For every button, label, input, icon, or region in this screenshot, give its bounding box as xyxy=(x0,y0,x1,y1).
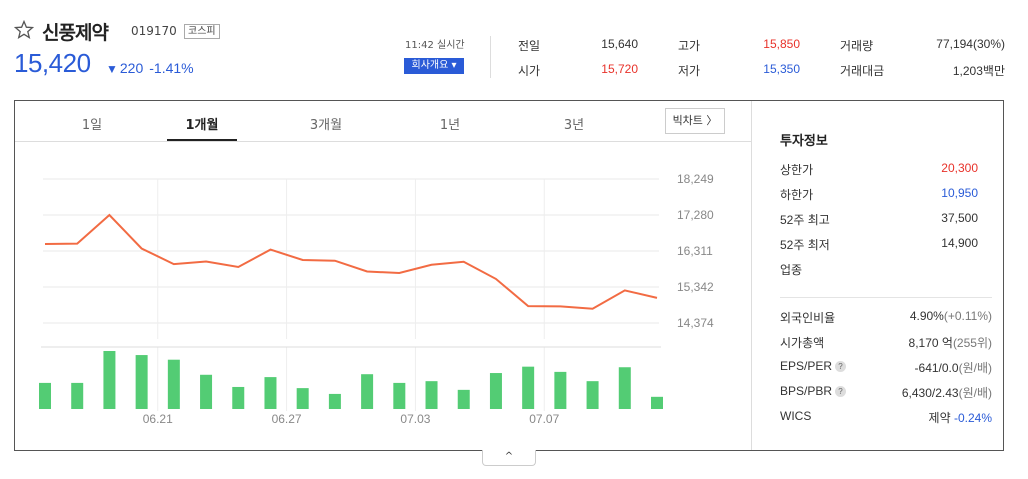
tab-3year[interactable]: 3년 xyxy=(563,118,585,133)
panel-divider xyxy=(751,101,752,450)
date-tick-label: 07.07 xyxy=(529,412,559,426)
stock-code: 019170 xyxy=(131,24,177,38)
price-tick-label: 15,342 xyxy=(677,280,714,294)
date-tick-label: 06.27 xyxy=(272,412,302,426)
volume-bar xyxy=(393,382,406,409)
tab-1day[interactable]: 1일 xyxy=(81,118,103,133)
volume-bar xyxy=(328,393,341,409)
stock-header: 신풍제약 019170 코스피 15,420 ▼ 220 -1.41% 11:42 … xyxy=(0,0,1028,100)
volume-bar xyxy=(264,377,277,409)
info-label: 52주 최저 xyxy=(780,238,830,252)
quote-label-trade-value: 거래대금 xyxy=(840,64,885,78)
info-value: 20,300 xyxy=(941,161,978,175)
quote-value-high: 15,850 xyxy=(763,37,800,51)
info-label: BPS/PBR? xyxy=(780,384,847,398)
volume-bar xyxy=(296,388,309,409)
info-value: 4.90%(+0.11%) xyxy=(909,309,992,323)
realtime-label: 11:42 실시간 xyxy=(405,40,465,51)
tab-1year[interactable]: 1년 xyxy=(439,118,461,133)
tab-3month[interactable]: 3개월 xyxy=(309,118,343,133)
price-tick-label: 17,280 xyxy=(677,208,714,222)
change-amount: 220 xyxy=(119,60,144,76)
help-icon[interactable]: ? xyxy=(835,361,847,372)
volume-bar xyxy=(361,374,374,409)
volume-bar xyxy=(489,373,502,409)
info-value: 10,950 xyxy=(941,186,978,200)
quote-value-prev: 15,640 xyxy=(601,37,638,51)
stock-name: 신풍제약 xyxy=(42,22,109,44)
info-title: 투자정보 xyxy=(780,134,828,149)
quote-value-trade-value: 1,203백만 xyxy=(952,64,1005,78)
info-separator xyxy=(780,297,992,298)
market-badge: 코스피 xyxy=(184,24,220,39)
quote-value-volume: 77,194(30%) xyxy=(936,37,1005,51)
company-overview-button[interactable]: 회사개요 ▾ xyxy=(404,58,464,74)
current-price: 15,420 xyxy=(14,48,91,78)
down-arrow-icon: ▼ xyxy=(106,62,118,76)
quote-label-high: 고가 xyxy=(678,39,701,53)
info-label: 하한가 xyxy=(780,188,814,202)
info-label: 52주 최고 xyxy=(780,213,830,227)
info-value: 14,900 xyxy=(941,236,978,250)
help-icon[interactable]: ? xyxy=(835,386,847,397)
bigchart-button[interactable]: 빅차트 〉 xyxy=(665,108,725,134)
quote-value-open: 15,720 xyxy=(601,62,638,76)
volume-bar xyxy=(457,389,470,409)
info-label: 시가총액 xyxy=(780,336,825,350)
info-value: 8,170 억(255위) xyxy=(908,336,992,350)
info-label: WICS xyxy=(780,409,812,423)
active-tab-underline xyxy=(167,139,237,141)
price-tick-label: 14,374 xyxy=(677,316,714,330)
quote-label-volume: 거래량 xyxy=(840,39,874,53)
volume-bar xyxy=(200,374,213,409)
volume-bar xyxy=(425,381,438,409)
info-label: 외국인비율 xyxy=(780,311,836,325)
chart-panel: 1일 1개월 3개월 1년 3년 빅차트 〉 18,249 17,280 16,31… xyxy=(14,100,1004,451)
quote-label-open: 시가 xyxy=(518,64,541,78)
change-percent: -1.41% xyxy=(149,60,194,76)
collapse-button[interactable]: ^ xyxy=(482,450,536,466)
volume-bar xyxy=(167,359,180,409)
info-label: 상한가 xyxy=(780,163,814,177)
price-chart: 18,249 17,280 16,311 15,342 14,374 06.21 06.27… xyxy=(39,172,714,426)
price-change: ▼ 220 -1.41% xyxy=(106,60,194,76)
date-tick-label: 06.21 xyxy=(143,412,173,426)
period-tabs: 1일 1개월 3개월 1년 3년 빅차트 〉 xyxy=(15,101,751,142)
price-line xyxy=(44,213,658,310)
date-tick-label: 07.03 xyxy=(400,412,430,426)
quote-value-low: 15,350 xyxy=(763,62,800,76)
star-icon[interactable] xyxy=(14,20,34,40)
tab-1month[interactable]: 1개월 xyxy=(185,118,219,133)
volume-bar xyxy=(232,386,245,409)
volume-bar xyxy=(586,381,599,409)
volume-bar xyxy=(71,382,84,409)
volume-bar xyxy=(554,371,567,409)
info-label: 업종 xyxy=(780,263,803,277)
info-value: -641/0.0(원/배) xyxy=(914,361,992,375)
quote-label-low: 저가 xyxy=(678,64,701,78)
quote-label-prev: 전일 xyxy=(518,39,541,53)
volume-bar xyxy=(522,366,535,409)
volume-bar xyxy=(103,351,116,409)
price-tick-label: 18,249 xyxy=(677,172,714,186)
volume-bar xyxy=(618,367,631,409)
investment-info: 투자정보 상한가 20,300 하한가 10,950 52주 최고 37,500… xyxy=(752,101,1003,450)
header-divider xyxy=(490,36,491,78)
info-value: 37,500 xyxy=(941,211,978,225)
info-label: EPS/PER? xyxy=(780,359,847,373)
volume-bar xyxy=(651,396,663,409)
info-value: 6,430/2.43(원/배) xyxy=(901,386,992,400)
volume-bar xyxy=(135,355,148,409)
volume-bar xyxy=(39,382,51,409)
price-tick-label: 16,311 xyxy=(677,244,713,258)
info-value[interactable]: 제약 -0.24% xyxy=(928,411,992,425)
